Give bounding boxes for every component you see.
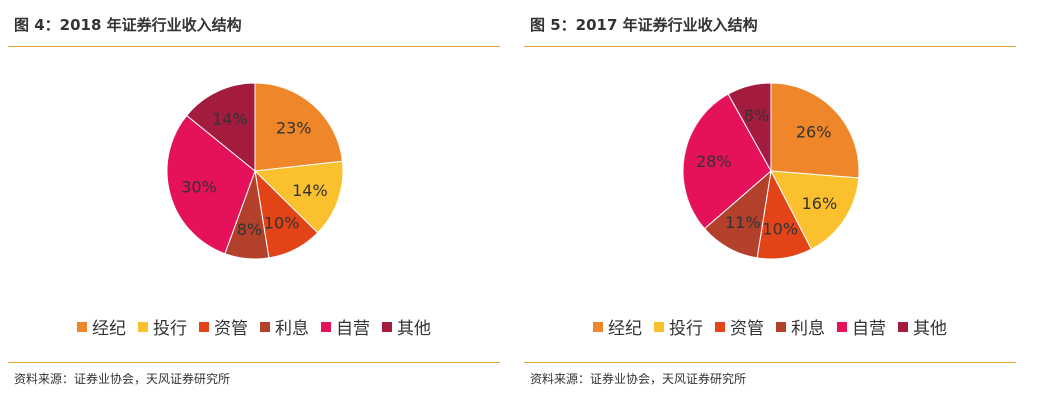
pie-slice-label: 30%: [181, 177, 217, 196]
legend-item: 利息: [260, 314, 309, 339]
legend-item: 资管: [199, 314, 248, 339]
legend-label: 资管: [214, 319, 248, 339]
legend-item: 投行: [138, 314, 187, 339]
pie-slice-label: 23%: [276, 119, 312, 138]
legend-label: 经纪: [92, 319, 126, 339]
pie-slice-1: [254, 82, 344, 172]
pie-slice-label: 8%: [237, 220, 262, 239]
pie-slice-2: [770, 170, 860, 250]
legend-label: 自营: [852, 319, 886, 339]
pie-slice-label: 10%: [264, 214, 300, 233]
source-divider: [524, 362, 1016, 363]
legend-label: 经纪: [608, 319, 642, 339]
legend-item: 自营: [321, 314, 370, 339]
legend-label: 利息: [791, 319, 825, 339]
chart-panel-2018: 图 4：2018 年证券行业收入结构 23% 14% 10% 8% 30% 14% 经纪 投…: [8, 0, 500, 404]
pie-slice-label: 14%: [292, 181, 328, 200]
legend-swatch: [382, 321, 392, 332]
legend-label: 投行: [669, 319, 703, 339]
pie-slice-label: 10%: [762, 219, 798, 238]
pie-slice-6: [727, 82, 772, 173]
pie-slice-label: 26%: [796, 123, 832, 142]
legend-item: 其他: [898, 314, 947, 339]
legend-swatch: [654, 321, 664, 332]
legend-item: 利息: [776, 314, 825, 339]
pie-slice-1: [770, 82, 860, 179]
title-divider: [524, 46, 1016, 47]
legend-label: 其他: [397, 319, 431, 339]
legend-item: 经纪: [593, 314, 642, 339]
pie-slice-label: 14%: [212, 110, 248, 129]
legend-label: 利息: [275, 319, 309, 339]
legend-item: 资管: [715, 314, 764, 339]
legend-swatch: [776, 321, 786, 332]
legend-label: 资管: [730, 319, 764, 339]
legend-label: 自营: [336, 319, 370, 339]
pie-slice-label: 8%: [744, 106, 769, 125]
pie-slice-label: 28%: [696, 152, 732, 171]
source-note: 资料来源：证券业协会，天风证券研究所: [530, 372, 747, 386]
pie-chart-2018: 23% 14% 10%8% 30% 14%: [166, 82, 344, 260]
pie-slice-label: 16%: [802, 194, 838, 213]
title-divider: [8, 46, 500, 47]
source-note: 资料来源：证券业协会，天风证券研究所: [14, 372, 231, 386]
legend-item: 经纪: [77, 314, 126, 339]
chart-legend: 经纪 投行 资管 利息 自营 其他: [524, 314, 1016, 339]
legend-swatch: [715, 321, 725, 332]
legend-item: 自营: [837, 314, 886, 339]
pie-chart-2017: 26% 16%10%11% 28% 8%: [682, 82, 860, 260]
pie-slice-2: [253, 160, 344, 234]
legend-label: 其他: [913, 319, 947, 339]
pie-slice-label: 11%: [725, 213, 761, 232]
legend-label: 投行: [153, 319, 187, 339]
legend-swatch: [593, 321, 603, 332]
source-divider: [8, 362, 500, 363]
chart-panel-2017: 图 5：2017 年证券行业收入结构 26% 16% 10% 11% 28% 8% 经纪 投…: [524, 0, 1016, 404]
legend-swatch: [837, 321, 847, 332]
chart-legend: 经纪 投行 资管 利息 自营 其他: [8, 314, 500, 339]
legend-swatch: [898, 321, 908, 332]
pie-slice-5: [682, 93, 772, 230]
legend-swatch: [321, 321, 331, 332]
legend-swatch: [260, 321, 270, 332]
legend-swatch: [77, 321, 87, 332]
pie-slice-6: [185, 82, 256, 173]
legend-swatch: [138, 321, 148, 332]
legend-item: 其他: [382, 314, 431, 339]
chart-title: 图 4：2018 年证券行业收入结构: [14, 16, 242, 34]
legend-swatch: [199, 321, 209, 332]
chart-title: 图 5：2017 年证券行业收入结构: [530, 16, 758, 34]
pie-slice-5: [166, 114, 256, 255]
legend-item: 投行: [654, 314, 703, 339]
